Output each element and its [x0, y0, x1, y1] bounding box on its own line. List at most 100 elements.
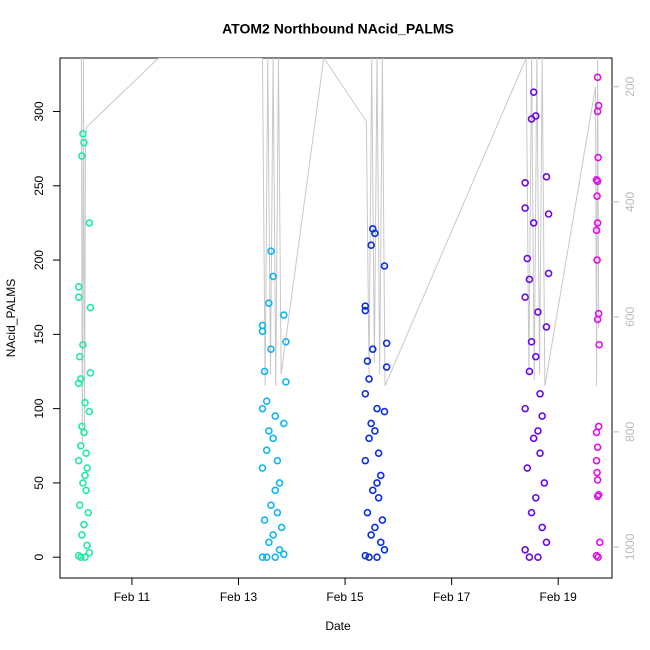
- point: [534, 427, 542, 435]
- point: [79, 340, 87, 349]
- point: [527, 115, 536, 123]
- point: [527, 337, 536, 346]
- point: [527, 508, 536, 517]
- point: [269, 531, 277, 539]
- point: [542, 323, 551, 331]
- point: [363, 508, 372, 517]
- point: [76, 553, 85, 562]
- point: [75, 352, 84, 361]
- point: [258, 553, 267, 562]
- point: [593, 443, 602, 452]
- point: [81, 471, 89, 480]
- point: [368, 486, 377, 495]
- point: [529, 88, 538, 96]
- point: [85, 407, 94, 416]
- point: [525, 553, 534, 562]
- point: [265, 299, 273, 307]
- point: [593, 492, 602, 501]
- point: [595, 538, 604, 547]
- x-tick-label: Feb 11: [114, 590, 151, 604]
- point: [593, 219, 602, 227]
- point: [361, 456, 370, 465]
- point: [536, 449, 544, 458]
- y2-tick-label: 800: [623, 422, 637, 442]
- point: [529, 219, 538, 227]
- point: [361, 389, 370, 398]
- point: [265, 427, 273, 435]
- point: [86, 369, 95, 377]
- point: [81, 398, 89, 407]
- point: [273, 456, 282, 465]
- point: [279, 550, 288, 559]
- point: [373, 553, 381, 562]
- point: [542, 173, 551, 181]
- point: [260, 516, 269, 524]
- point: [82, 486, 90, 495]
- chart-title: ATOM2 Northbound NAcid_PALMS: [222, 21, 454, 37]
- point: [378, 516, 387, 524]
- point: [367, 241, 375, 249]
- point: [593, 315, 602, 324]
- y-tick-label: 50: [32, 476, 46, 490]
- point: [260, 367, 269, 376]
- point: [74, 379, 83, 388]
- point: [282, 337, 290, 346]
- point: [538, 523, 547, 532]
- point: [78, 152, 86, 160]
- point: [594, 153, 602, 162]
- point: [593, 476, 602, 484]
- point: [593, 468, 601, 477]
- point: [376, 538, 385, 547]
- point: [592, 551, 601, 560]
- point: [368, 345, 377, 354]
- point: [267, 501, 275, 510]
- point: [523, 254, 532, 263]
- x-tick-label: Feb 17: [433, 590, 471, 604]
- point: [269, 434, 277, 443]
- x-axis-label: Date: [325, 619, 351, 633]
- y2-tick-label: 1000: [623, 533, 637, 560]
- point: [361, 551, 370, 560]
- y-tick-label: 0: [32, 554, 46, 561]
- point: [86, 303, 95, 312]
- pressure-line: [80, 58, 600, 444]
- point: [279, 419, 288, 428]
- y-tick-label: 200: [32, 250, 46, 270]
- point: [593, 177, 602, 186]
- point: [361, 306, 370, 315]
- x-tick-label: Feb 15: [326, 590, 364, 604]
- y2-tick-label: 600: [623, 307, 637, 327]
- point: [374, 493, 383, 502]
- point: [258, 327, 267, 336]
- point: [74, 282, 83, 291]
- point: [262, 397, 271, 406]
- point: [376, 471, 385, 480]
- point: [523, 464, 532, 472]
- y-axis-label: NAcid_PALMS: [4, 279, 18, 357]
- point: [521, 545, 529, 554]
- point: [592, 428, 601, 437]
- point: [595, 340, 604, 349]
- point: [594, 553, 602, 562]
- x-tick-label: Feb 19: [540, 590, 578, 604]
- point: [81, 553, 89, 562]
- plot-area: [74, 58, 604, 562]
- point: [373, 404, 381, 413]
- point: [267, 247, 275, 255]
- point: [594, 101, 603, 110]
- point: [80, 428, 88, 437]
- point: [544, 269, 553, 278]
- y2-tick-label: 400: [623, 191, 637, 211]
- point: [371, 523, 379, 532]
- point: [265, 538, 273, 547]
- point: [262, 446, 271, 455]
- point: [593, 192, 601, 200]
- point: [371, 427, 379, 435]
- point: [380, 407, 389, 416]
- point: [521, 293, 529, 302]
- point: [534, 553, 542, 562]
- point: [275, 479, 284, 487]
- point: [78, 531, 86, 539]
- point: [279, 311, 288, 319]
